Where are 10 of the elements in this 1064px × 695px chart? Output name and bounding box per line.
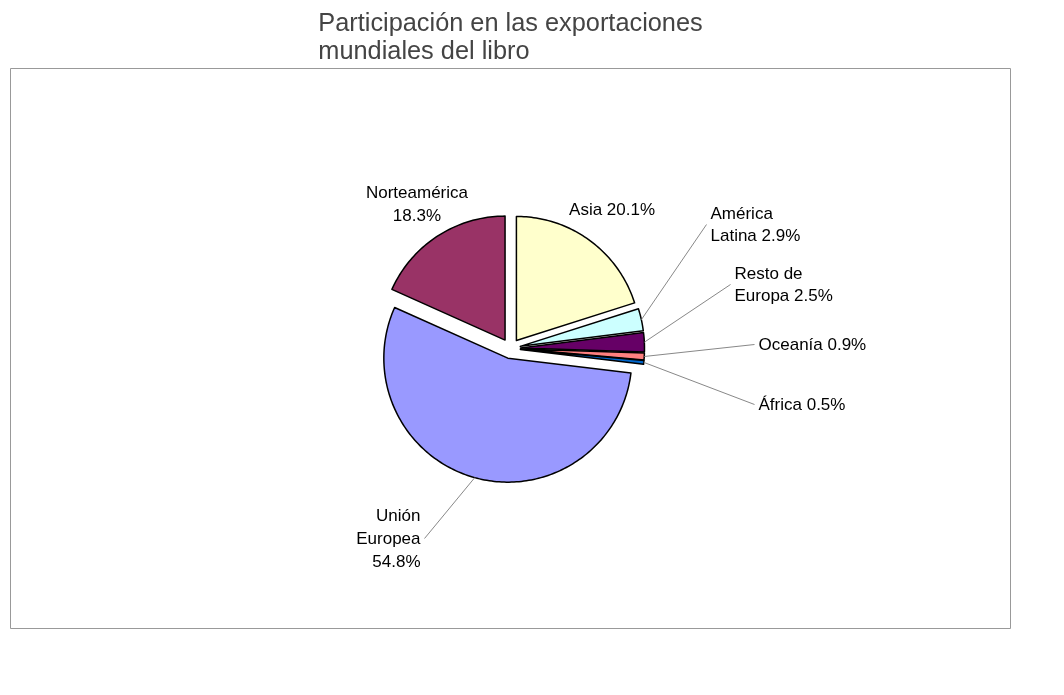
slice-label: Asia 20.1% xyxy=(569,200,656,220)
slice-label: Oceanía 0.9% xyxy=(758,335,867,354)
slice-label: América Latina 2.9% xyxy=(710,203,801,246)
slice-label: Norteamérica xyxy=(365,183,469,203)
slice-label: Unión Europea xyxy=(356,506,422,548)
slice-label: Resto de Europa 2.5% xyxy=(734,263,833,306)
chart-title: Participación en las exportaciones mundiales del libro xyxy=(318,7,703,64)
data-label: 18.3% xyxy=(392,206,442,226)
data-label: 54.8% xyxy=(372,551,421,571)
slice-label: África 0.5% xyxy=(758,395,846,414)
